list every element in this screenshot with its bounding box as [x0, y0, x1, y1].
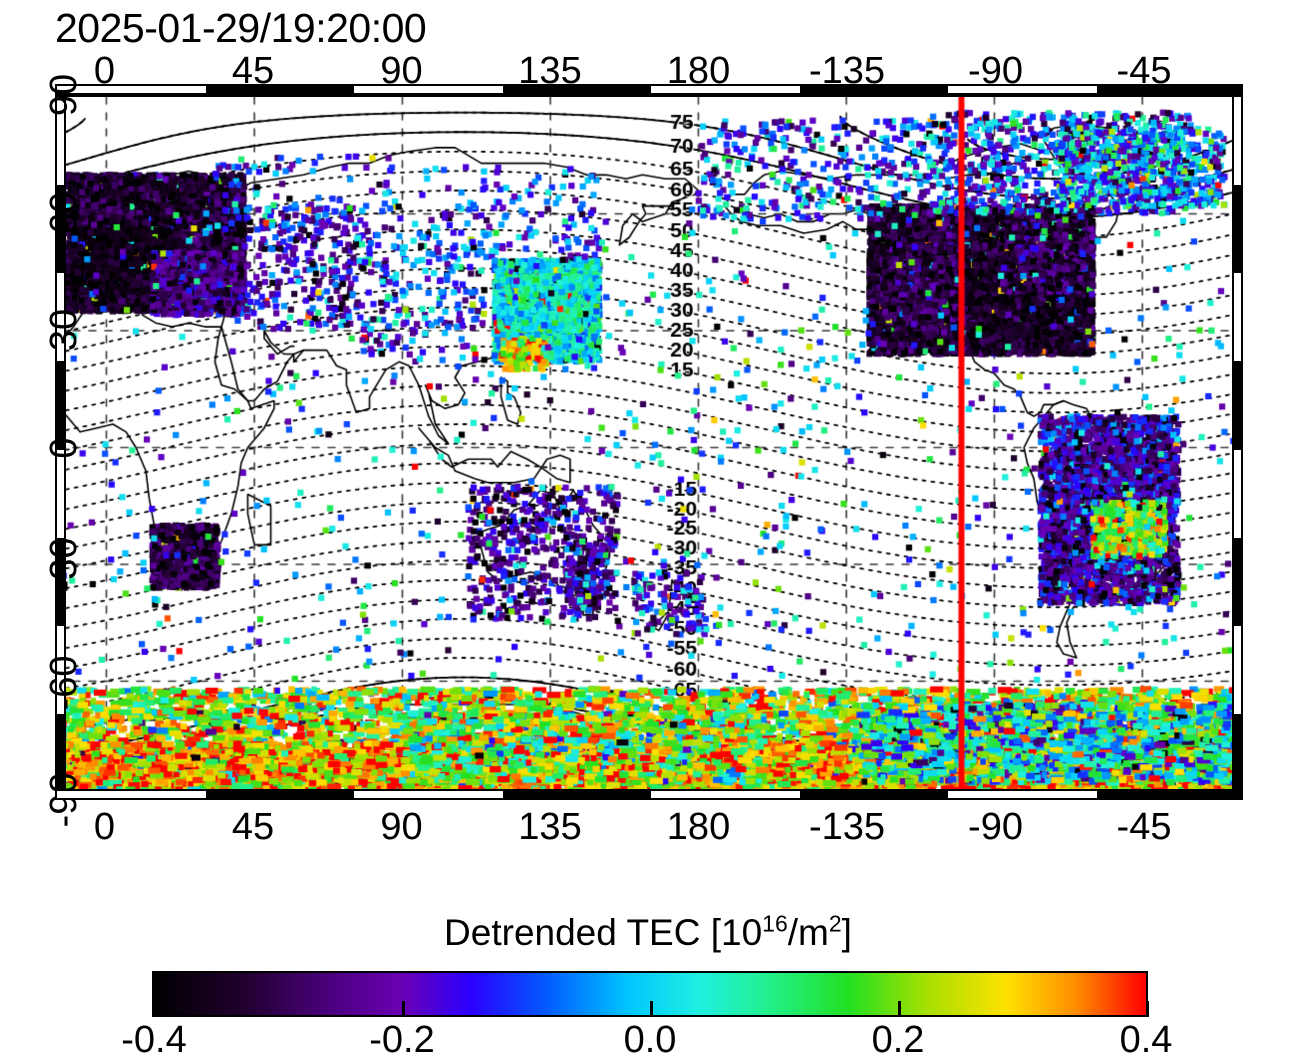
axis-segment — [1234, 361, 1241, 450]
tec-map-canvas — [57, 97, 1241, 798]
colorbar-title: Detrended TEC [1016/m2] — [0, 912, 1296, 954]
x-axis-top-bar — [55, 84, 1243, 95]
colorbar-tick-label: -0.4 — [121, 1019, 187, 1061]
axis-segment — [205, 86, 354, 93]
y-tick-label: -30 — [1291, 537, 1296, 593]
axis-segment — [799, 791, 948, 798]
colorbar-tickmarks — [152, 1001, 1149, 1017]
y-tick-label: 0 — [43, 436, 85, 459]
x-tick-label: -135 — [808, 806, 886, 848]
colorbar-tick-label: -0.2 — [369, 1019, 435, 1061]
x-tick-label: 90 — [380, 806, 423, 848]
colorbar-tickmark — [1146, 1001, 1149, 1017]
axis-segment — [57, 537, 64, 626]
colorbar-tickmark — [154, 1001, 157, 1017]
x-tick-label: 45 — [231, 806, 275, 848]
x-tick-label: 0 — [93, 50, 116, 92]
colorbar-tickmark — [898, 1001, 901, 1017]
x-axis-bottom-bar — [55, 789, 1243, 800]
colorbar-tickmark — [650, 1001, 653, 1017]
page-title: 2025-01-29/19:20:00 — [55, 5, 427, 51]
axis-segment — [205, 791, 354, 798]
colorbar-tick-label: 0.0 — [623, 1019, 677, 1061]
y-tick-label: -60 — [43, 655, 85, 710]
colorbar-tick-label: 0.2 — [871, 1019, 925, 1061]
x-axis-bottom-labels: 0 45 90 135 180 -135 -90 -45 — [55, 806, 1243, 848]
axis-segment — [1234, 185, 1241, 274]
y-tick-label: -60 — [1291, 655, 1296, 710]
colorbar-tick-labels: -0.4 -0.2 0.0 0.2 0.4 — [121, 1018, 1172, 1062]
y-tick-label: 0 — [1291, 437, 1296, 458]
y-tick-label: 90 — [1291, 73, 1296, 117]
x-tick-label: 180 — [666, 806, 731, 848]
y-tick-label: 60 — [1291, 191, 1296, 234]
colorbar-title-main: Detrended TEC [10 — [444, 912, 763, 953]
y-axis-left-labels: 90 60 30 0 -30 -60 -90 — [43, 74, 85, 828]
axis-segment — [1234, 537, 1241, 626]
axis-segment — [502, 791, 651, 798]
y-axis-right-bar — [1232, 95, 1243, 800]
axis-segment — [57, 185, 64, 274]
y-tick-label: 90 — [43, 73, 85, 117]
y-tick-label: -30 — [43, 537, 85, 593]
colorbar-title-end: ] — [841, 912, 852, 953]
colorbar-title-exponent: 16 — [762, 910, 788, 937]
y-axis-right-labels: 90 60 30 0 -30 -60 -90 — [1291, 74, 1296, 828]
y-tick-label: 30 — [1291, 308, 1296, 352]
colorbar-tickmark — [402, 1001, 405, 1017]
colorbar-tick-label: 0.4 — [1119, 1019, 1173, 1061]
axis-segment — [57, 361, 64, 450]
x-tick-label: 135 — [518, 806, 582, 848]
y-tick-label: 60 — [43, 191, 85, 234]
axis-segment — [1096, 86, 1241, 93]
x-tick-label: -90 — [968, 806, 1023, 848]
axis-segment — [799, 86, 948, 93]
y-tick-label: -90 — [1291, 772, 1296, 828]
axis-segment — [502, 86, 651, 93]
axis-segment — [1096, 791, 1241, 798]
axis-segment — [57, 713, 64, 798]
colorbar-title-tail: /m — [787, 912, 829, 953]
map-plot-area[interactable] — [55, 95, 1243, 800]
colorbar-title-exponent2: 2 — [828, 910, 842, 937]
x-tick-label: 0 — [93, 806, 116, 848]
y-tick-label: 30 — [43, 308, 85, 352]
x-tick-label: -45 — [1116, 806, 1172, 848]
axis-segment — [1234, 713, 1241, 798]
